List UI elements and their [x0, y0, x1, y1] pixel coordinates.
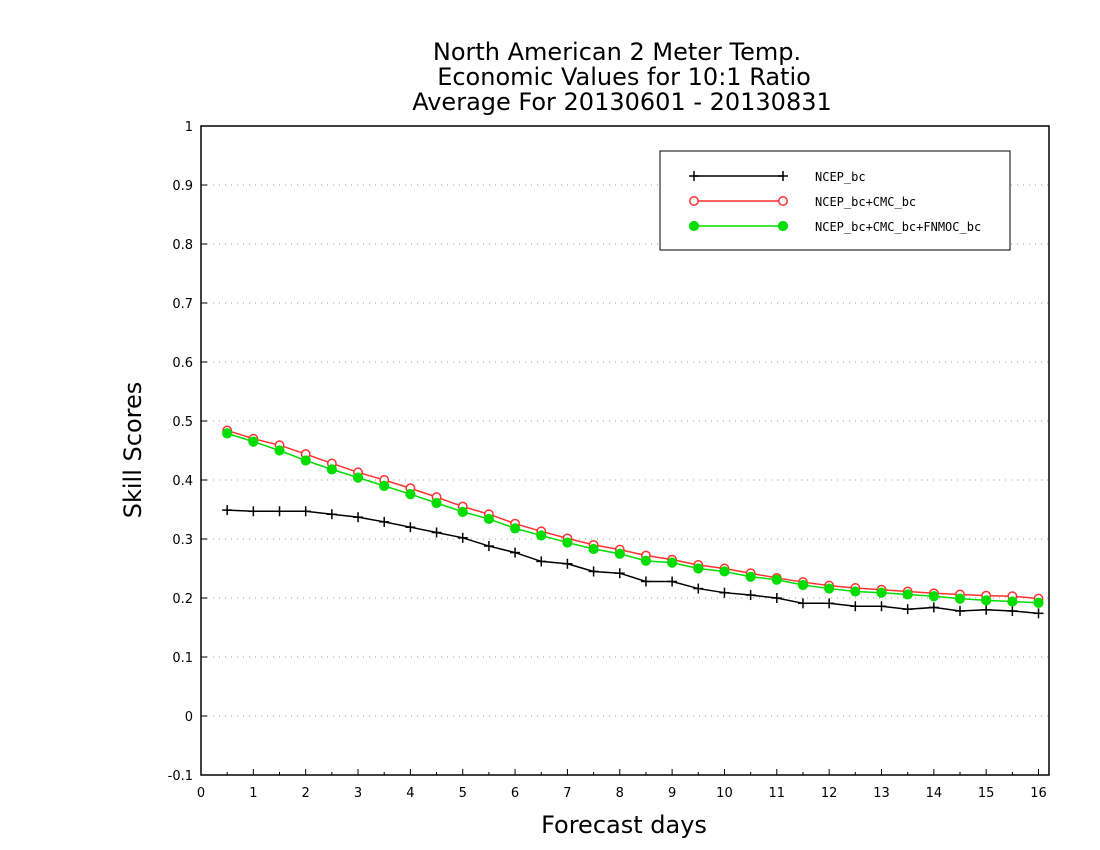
y-tick-label: 0 — [185, 710, 193, 725]
y-tick-label: 0.2 — [172, 592, 193, 607]
data-point — [509, 523, 521, 534]
data-point — [928, 591, 939, 602]
x-tick-label: 9 — [668, 786, 676, 801]
x-tick-label: 10 — [716, 786, 733, 801]
data-point — [693, 563, 704, 574]
data-point — [667, 557, 678, 568]
x-tick-label: 6 — [511, 786, 519, 801]
x-axis-title: Forecast days — [541, 811, 707, 839]
x-tick-label: 13 — [873, 786, 890, 801]
y-tick-label: 0.4 — [172, 474, 193, 489]
data-point — [797, 579, 809, 591]
data-point — [719, 566, 730, 577]
data-point — [352, 472, 364, 483]
data-point — [614, 548, 625, 559]
chart-title: North American 2 Meter Temp. Economic Va… — [412, 38, 832, 116]
legend-marker-right — [777, 220, 789, 232]
y-tick-label: 0.3 — [172, 533, 193, 548]
x-tick-label: 8 — [616, 786, 624, 801]
data-point — [1033, 597, 1044, 608]
x-tick-label: 5 — [459, 786, 467, 801]
x-tick-label: 14 — [926, 786, 943, 801]
plot-frame — [200, 125, 1050, 776]
y-axis-ticks: -0.1 0 0.1 0.2 0.3 0.4 0.5 0.6 0.7 0.8 0.9 1 — [168, 120, 207, 784]
data-point — [483, 513, 495, 525]
y-tick-label: -0.1 — [168, 769, 193, 784]
y-tick-label: 0.7 — [172, 297, 193, 312]
grid-lines — [201, 184, 1049, 717]
y-tick-label: 0.9 — [172, 179, 193, 194]
x-tick-label: 12 — [821, 786, 838, 801]
data-point — [824, 583, 835, 594]
series-0 — [222, 505, 1044, 619]
data-point — [300, 455, 311, 466]
series-line — [227, 509, 1039, 615]
legend-marker-left — [688, 220, 700, 232]
legend-entries: NCEP_bc NCEP_bc+CMC_bc NCEP_bc+CMC_bc+FNMO… — [688, 170, 981, 234]
data-point — [536, 530, 547, 541]
data-point — [954, 593, 966, 604]
x-tick-label: 1 — [249, 786, 257, 801]
data-point — [222, 428, 233, 439]
data-point — [850, 586, 861, 597]
data-point — [274, 445, 285, 456]
data-point — [326, 464, 337, 475]
data-point — [431, 497, 442, 509]
data-point — [902, 589, 913, 600]
series-2 — [222, 428, 1044, 608]
legend-label: NCEP_bc — [815, 170, 866, 184]
data-point — [457, 506, 468, 517]
data-point — [379, 480, 390, 491]
x-tick-label: 16 — [1030, 786, 1047, 801]
series-line — [226, 429, 1039, 600]
title-line-1: North American 2 Meter Temp. — [433, 38, 801, 66]
x-tick-label: 4 — [406, 786, 414, 801]
data-point — [248, 436, 259, 447]
x-tick-label: 11 — [769, 786, 786, 801]
title-line-2: Economic Values for 10:1 Ratio — [437, 63, 811, 91]
y-tick-label: 0.5 — [172, 415, 193, 430]
y-tick-label: 0.6 — [172, 356, 193, 371]
legend: NCEP_bc NCEP_bc+CMC_bc NCEP_bc+CMC_bc+FNMO… — [659, 150, 1011, 251]
legend-label: NCEP_bc+CMC_bc — [815, 195, 916, 209]
y-tick-label: 0.1 — [172, 651, 193, 666]
x-tick-label: 3 — [354, 786, 362, 801]
legend-marker-left — [689, 196, 699, 206]
y-tick-label: 1 — [185, 120, 193, 135]
legend-marker-right — [778, 196, 788, 206]
data-point — [562, 537, 573, 548]
data-point — [771, 574, 782, 585]
data-point — [981, 595, 992, 606]
data-point — [588, 543, 599, 555]
series-1 — [222, 425, 1044, 604]
y-axis-title: Skill Scores — [119, 382, 147, 519]
data-point — [640, 555, 652, 566]
data-point — [876, 587, 887, 598]
x-tick-label: 7 — [563, 786, 571, 801]
x-tick-label: 2 — [302, 786, 310, 801]
title-line-3: Average For 20130601 - 20130831 — [412, 88, 832, 116]
x-tick-label: 15 — [978, 786, 995, 801]
data-point — [405, 489, 416, 500]
legend-label: NCEP_bc+CMC_bc+FNMOC_bc — [815, 220, 981, 234]
series-layer — [222, 425, 1044, 619]
data-point — [1007, 596, 1018, 607]
x-axis-ticks: 0 1 2 3 4 5 6 7 8 9 10 11 12 13 14 15 16 — [197, 769, 1047, 801]
data-point — [745, 571, 756, 582]
y-tick-label: 0.8 — [172, 238, 193, 253]
x-tick-label: 0 — [197, 786, 205, 801]
